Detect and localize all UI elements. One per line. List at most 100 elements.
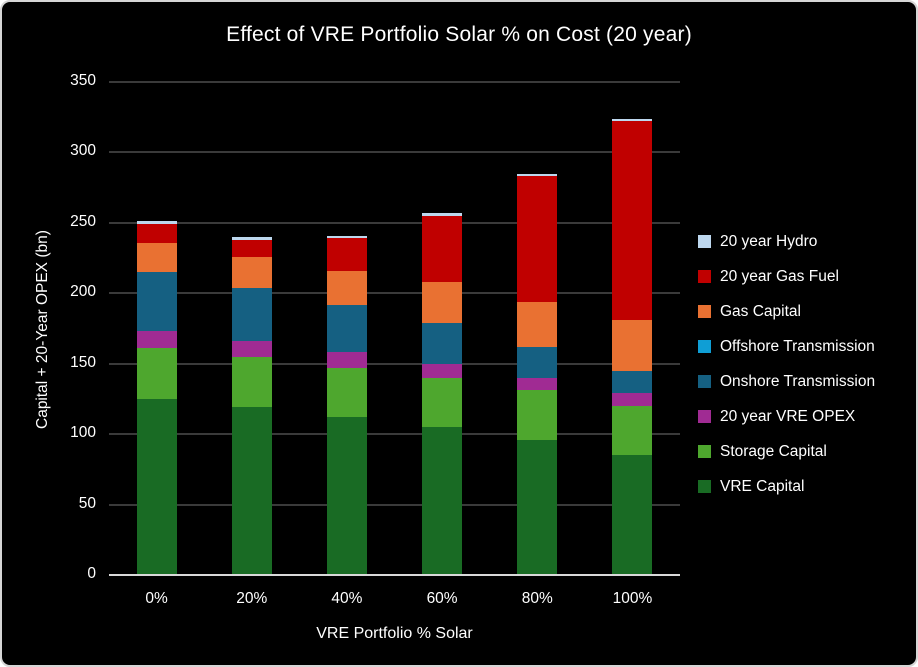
bar-segment-20-year-hydro xyxy=(326,235,367,239)
bar-segment-20-year-hydro xyxy=(422,213,463,216)
bar-segment-vre-capital xyxy=(422,427,463,575)
bar-segment-gas-capital xyxy=(612,320,653,371)
bar-segment-vre-capital xyxy=(517,439,558,575)
bar-segment-20-year-gas-fuel xyxy=(326,238,367,271)
legend: 20 year Hydro 20 year Gas Fuel Gas Capital… xyxy=(698,224,875,504)
gridline xyxy=(109,503,680,506)
bar-segment-20-year-vre-opex xyxy=(326,352,367,368)
bar-segment-20-year-gas-fuel xyxy=(517,176,558,302)
gridline xyxy=(109,81,680,83)
legend-swatch-icon xyxy=(698,235,711,248)
legend-label: VRE Capital xyxy=(720,477,805,495)
legend-label: 20 year Gas Fuel xyxy=(720,267,839,285)
bar-segment-gas-capital xyxy=(422,282,463,323)
bar-segment-onshore-transmission xyxy=(136,272,177,332)
bar-segment-storage-capital xyxy=(422,377,463,428)
x-tick-label: 0% xyxy=(145,590,168,607)
bar-segment-onshore-transmission xyxy=(517,346,558,378)
bar-segment-20-year-vre-opex xyxy=(612,393,653,406)
bar-segment-vre-capital xyxy=(612,455,653,575)
bar-0- xyxy=(136,221,177,575)
bar-80- xyxy=(517,173,558,575)
legend-swatch-icon xyxy=(698,270,711,283)
gridline xyxy=(109,151,680,154)
x-axis-title: VRE Portfolio % Solar xyxy=(316,625,473,642)
x-axis-line xyxy=(109,574,680,576)
legend-label: Onshore Transmission xyxy=(720,372,876,390)
bar-segment-gas-capital xyxy=(231,256,272,288)
bar-segment-storage-capital xyxy=(612,405,653,456)
bar-segment-20-year-hydro xyxy=(231,236,272,240)
legend-label: 20 year VRE OPEX xyxy=(720,407,856,425)
bar-segment-gas-capital xyxy=(136,242,177,273)
y-tick-label: 50 xyxy=(78,494,96,512)
y-tick-label: 100 xyxy=(70,424,96,442)
y-tick-label: 250 xyxy=(70,212,96,230)
bar-segment-20-year-vre-opex xyxy=(422,363,463,378)
legend-label: Storage Capital xyxy=(720,442,827,460)
chart-title: Effect of VRE Portfolio Solar % on Cost … xyxy=(226,23,692,46)
y-tick-label: 0 xyxy=(87,565,96,582)
y-tick-label: 300 xyxy=(70,142,96,160)
legend-swatch-icon xyxy=(698,305,711,318)
gridline xyxy=(109,221,680,224)
legend-item-gas-capital: Gas Capital xyxy=(698,294,875,329)
bar-segment-20-year-gas-fuel xyxy=(612,121,653,321)
bar-segment-storage-capital xyxy=(326,367,367,418)
bar-20- xyxy=(231,236,272,575)
legend-label: Gas Capital xyxy=(720,302,801,320)
y-tick-label: 150 xyxy=(70,353,96,371)
legend-item-20-year-vre-opex: 20 year VRE OPEX xyxy=(698,399,875,434)
bar-segment-20-year-gas-fuel xyxy=(136,224,177,243)
legend-item-20-year-gas-fuel: 20 year Gas Fuel xyxy=(698,259,875,294)
x-tick-label: 80% xyxy=(521,590,553,607)
gridline xyxy=(109,362,680,365)
bar-segment-20-year-gas-fuel xyxy=(231,239,272,257)
y-tick-label: 200 xyxy=(70,283,96,301)
bar-segment-20-year-hydro xyxy=(517,173,558,177)
legend-label: Offshore Transmission xyxy=(720,337,875,355)
legend-item-onshore-transmission: Onshore Transmission xyxy=(698,364,875,399)
bar-segment-onshore-transmission xyxy=(326,304,367,353)
bar-segment-storage-capital xyxy=(517,390,558,440)
legend-item-vre-capital: VRE Capital xyxy=(698,469,875,504)
bar-segment-vre-capital xyxy=(231,407,272,575)
legend-item-offshore-transmission: Offshore Transmission xyxy=(698,329,875,364)
legend-item-20-year-hydro: 20 year Hydro xyxy=(698,224,875,259)
bar-segment-20-year-vre-opex xyxy=(136,331,177,349)
x-tick-label: 60% xyxy=(426,590,458,607)
bar-segment-gas-capital xyxy=(326,270,367,305)
gridline xyxy=(109,292,680,295)
legend-item-storage-capital: Storage Capital xyxy=(698,434,875,469)
bar-segment-20-year-hydro xyxy=(136,221,177,225)
legend-swatch-icon xyxy=(698,375,711,388)
legend-swatch-icon xyxy=(698,340,711,353)
legend-label: 20 year Hydro xyxy=(720,232,818,250)
bar-segment-20-year-hydro xyxy=(612,118,653,122)
bar-segment-storage-capital xyxy=(136,348,177,399)
legend-swatch-icon xyxy=(698,445,711,458)
bar-segment-20-year-vre-opex xyxy=(231,341,272,357)
bar-segment-20-year-gas-fuel xyxy=(422,215,463,283)
bar-40- xyxy=(326,235,367,575)
plot-area xyxy=(109,81,680,576)
y-axis-title: Capital + 20-Year OPEX (bn) xyxy=(34,230,51,429)
bar-segment-onshore-transmission xyxy=(231,287,272,342)
gridline xyxy=(109,433,680,436)
y-tick-label: 350 xyxy=(70,72,96,89)
bar-100- xyxy=(612,118,653,575)
x-tick-label: 20% xyxy=(236,590,268,607)
bar-60- xyxy=(422,213,463,575)
bar-segment-storage-capital xyxy=(231,356,272,408)
bar-segment-vre-capital xyxy=(326,417,367,575)
x-tick-label: 40% xyxy=(331,590,363,607)
legend-swatch-icon xyxy=(698,480,711,493)
legend-swatch-icon xyxy=(698,410,711,423)
bar-segment-gas-capital xyxy=(517,301,558,347)
bar-segment-onshore-transmission xyxy=(422,322,463,364)
bar-segment-20-year-vre-opex xyxy=(517,377,558,391)
bar-segment-onshore-transmission xyxy=(612,370,653,394)
x-tick-label: 100% xyxy=(612,590,653,607)
bar-segment-vre-capital xyxy=(136,398,177,575)
